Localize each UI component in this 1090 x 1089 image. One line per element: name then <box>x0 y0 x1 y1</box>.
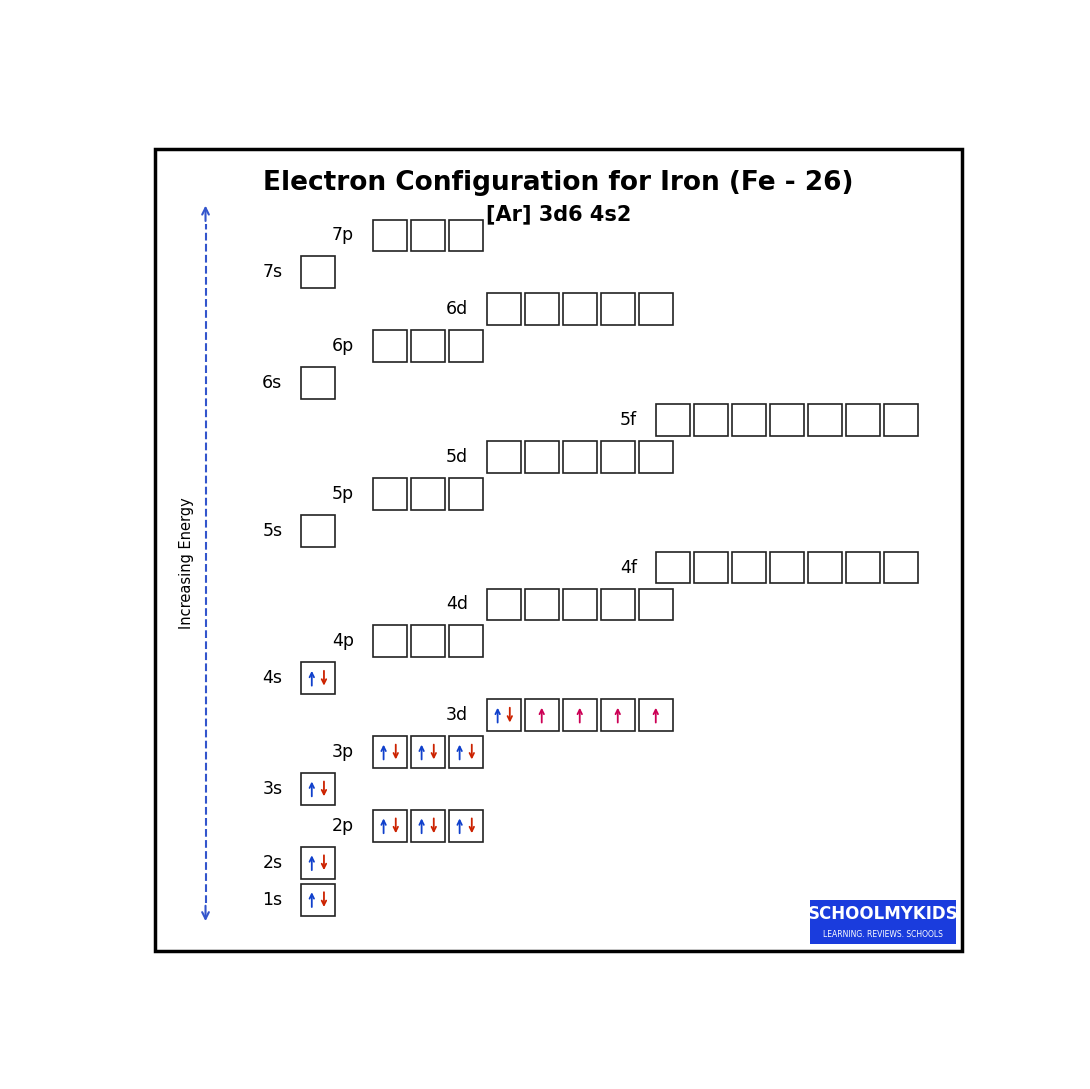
Bar <box>846 552 880 584</box>
Text: 3p: 3p <box>332 743 354 761</box>
Text: 4d: 4d <box>446 596 469 613</box>
Text: 5d: 5d <box>446 448 469 466</box>
Bar <box>373 625 407 658</box>
Bar <box>694 552 728 584</box>
Bar <box>301 773 335 805</box>
Bar <box>373 330 407 363</box>
Bar <box>373 220 407 252</box>
Bar <box>449 625 483 658</box>
Text: 6s: 6s <box>262 375 282 392</box>
Bar <box>411 478 445 510</box>
Text: 4f: 4f <box>620 559 638 576</box>
Bar <box>808 552 841 584</box>
Text: 4p: 4p <box>332 633 354 650</box>
Bar <box>562 699 596 731</box>
Bar <box>301 883 335 916</box>
Bar <box>525 588 559 621</box>
Text: 5f: 5f <box>620 411 638 429</box>
Text: 1s: 1s <box>263 891 282 908</box>
Text: 5p: 5p <box>332 485 354 503</box>
Text: 3d: 3d <box>446 706 469 724</box>
Bar <box>731 404 765 436</box>
Text: SCHOOLMYKIDS: SCHOOLMYKIDS <box>808 905 958 923</box>
Text: 6d: 6d <box>446 301 469 318</box>
Bar <box>884 404 918 436</box>
Bar <box>487 441 521 473</box>
Bar <box>301 515 335 547</box>
Bar <box>449 810 483 842</box>
Bar <box>808 404 841 436</box>
Bar <box>639 441 673 473</box>
Bar <box>810 901 956 944</box>
Bar <box>373 736 407 768</box>
Bar <box>301 662 335 694</box>
Bar <box>694 404 728 436</box>
Bar <box>639 588 673 621</box>
Bar <box>846 404 880 436</box>
Bar <box>601 699 634 731</box>
Bar <box>562 441 596 473</box>
Bar <box>411 810 445 842</box>
Bar <box>301 367 335 399</box>
Bar <box>601 588 634 621</box>
Bar <box>639 293 673 326</box>
Bar <box>449 330 483 363</box>
Text: 5s: 5s <box>263 522 282 540</box>
Bar <box>601 293 634 326</box>
Bar <box>373 478 407 510</box>
Bar <box>601 441 634 473</box>
Bar <box>562 588 596 621</box>
Text: 6p: 6p <box>332 338 354 355</box>
Bar <box>562 293 596 326</box>
Text: [Ar] 3d6 4s2: [Ar] 3d6 4s2 <box>486 205 631 224</box>
Bar <box>525 293 559 326</box>
Text: 2s: 2s <box>263 854 282 871</box>
Text: 7s: 7s <box>263 264 282 281</box>
Bar <box>449 736 483 768</box>
Bar <box>731 552 765 584</box>
Text: Electron Configuration for Iron (Fe - 26): Electron Configuration for Iron (Fe - 26… <box>264 170 853 196</box>
Bar <box>770 404 803 436</box>
Text: 2p: 2p <box>332 817 354 835</box>
Bar <box>525 441 559 473</box>
Bar <box>487 588 521 621</box>
Bar <box>656 552 690 584</box>
Bar <box>487 699 521 731</box>
Bar <box>639 699 673 731</box>
Bar <box>449 478 483 510</box>
Bar <box>487 293 521 326</box>
Bar <box>449 220 483 252</box>
Bar <box>411 330 445 363</box>
Bar <box>411 625 445 658</box>
Bar <box>301 847 335 879</box>
Bar <box>525 699 559 731</box>
Bar <box>411 220 445 252</box>
Text: 4s: 4s <box>263 670 282 687</box>
Bar <box>770 552 803 584</box>
Text: LEARNING. REVIEWS. SCHOOLS: LEARNING. REVIEWS. SCHOOLS <box>823 930 943 939</box>
Bar <box>301 257 335 289</box>
Text: 3s: 3s <box>263 780 282 798</box>
Bar <box>656 404 690 436</box>
Bar <box>411 736 445 768</box>
Text: 7p: 7p <box>332 227 354 245</box>
Text: Increasing Energy: Increasing Energy <box>180 498 194 629</box>
Bar <box>884 552 918 584</box>
Bar <box>373 810 407 842</box>
